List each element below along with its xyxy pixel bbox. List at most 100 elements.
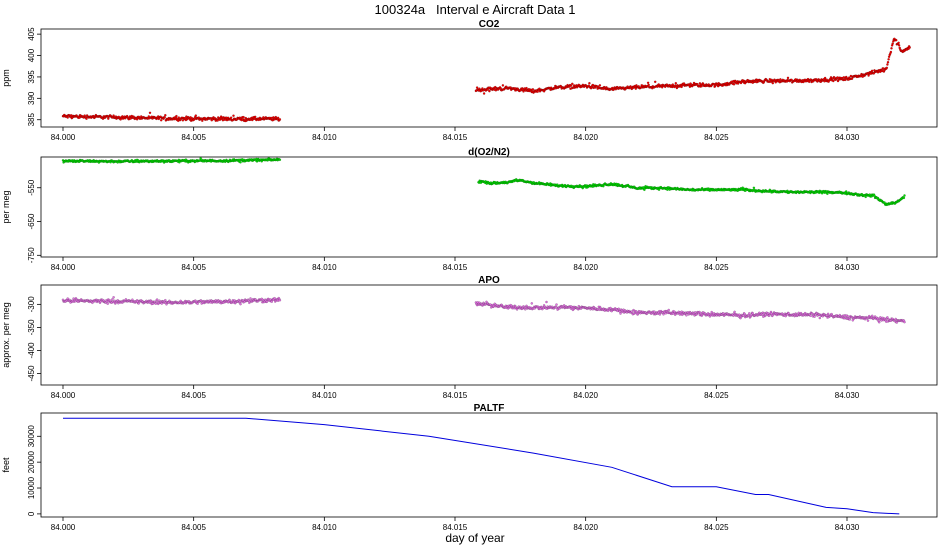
data-point (501, 84, 505, 87)
data-point (229, 116, 233, 119)
x-tick-label: 84.020 (573, 391, 598, 400)
data-point (866, 319, 870, 322)
data-point (242, 115, 245, 119)
data-point (713, 84, 717, 88)
data-point (733, 310, 736, 314)
x-tick-label: 84.020 (573, 133, 598, 142)
data-point (879, 316, 882, 319)
panel-title: d(O2/N2) (468, 147, 510, 158)
data-point (66, 116, 69, 119)
x-tick-label: 84.030 (835, 391, 860, 400)
data-point (738, 313, 741, 316)
data-point (660, 86, 664, 89)
data-point (897, 44, 901, 47)
panel-0: CO2 84.000 84.005 84.010 84.015 84.020 84.025 8… (1, 19, 938, 142)
data-point (887, 58, 890, 61)
y-tick-label: 405 (27, 27, 36, 41)
data-point (890, 47, 893, 50)
x-tick-label: 84.005 (181, 391, 206, 400)
data-point (569, 84, 573, 87)
data-point (771, 81, 775, 85)
data-point (488, 89, 491, 93)
data-point (232, 114, 235, 117)
data-point (112, 296, 115, 299)
data-point (239, 161, 242, 164)
data-point (276, 116, 280, 120)
data-point (903, 194, 906, 197)
y-axis-label: approx. per meg (1, 302, 11, 368)
data-point (137, 302, 141, 305)
x-tick-label: 84.010 (312, 391, 337, 400)
y-tick-label: -400 (27, 342, 36, 359)
data-point (903, 320, 906, 324)
data-point (78, 116, 81, 119)
data-point (886, 60, 890, 64)
series-line (63, 417, 900, 515)
data-point (870, 314, 874, 318)
panel-title: APO (478, 275, 500, 286)
data-point (249, 297, 252, 300)
data-point (160, 302, 164, 305)
data-point (536, 90, 539, 93)
y-tick-label: -450 (27, 365, 36, 382)
data-point (748, 312, 751, 315)
data-point (894, 38, 898, 42)
data-point (832, 79, 835, 83)
data-point (786, 76, 790, 80)
data-point (155, 298, 159, 301)
data-point (886, 63, 889, 66)
data-point (647, 83, 650, 87)
data-point (674, 81, 678, 85)
data-point (619, 312, 622, 315)
data-point (790, 78, 793, 82)
data-point (870, 69, 874, 73)
data-point (111, 298, 114, 301)
panel-title: CO2 (479, 19, 500, 30)
plot-frame (40, 156, 938, 258)
data-point (196, 302, 199, 305)
plot-frame (40, 412, 938, 518)
data-point (809, 314, 812, 318)
data-point (732, 314, 735, 318)
data-point (885, 66, 889, 70)
data-point (846, 315, 850, 318)
data-point (844, 190, 848, 193)
data-point (555, 303, 558, 306)
data-point (891, 42, 894, 45)
data-point (818, 316, 822, 320)
data-point (545, 300, 548, 304)
data-point (617, 307, 621, 311)
data-point (732, 83, 736, 86)
panel-title: PALTF (474, 403, 505, 414)
data-point (253, 115, 257, 119)
y-tick-label: 400 (27, 48, 36, 62)
x-tick-label: 84.030 (835, 263, 860, 272)
y-axis-label: ppm (1, 69, 11, 87)
x-tick-label: 84.030 (835, 133, 860, 142)
data-point (278, 158, 282, 162)
x-tick-label: 84.025 (704, 391, 729, 400)
y-tick-label: 385 (27, 113, 36, 127)
data-point (163, 116, 166, 119)
data-point (148, 111, 152, 115)
data-point (588, 81, 591, 85)
data-point (897, 41, 900, 45)
data-point (877, 320, 881, 324)
x-tick-label: 84.000 (51, 263, 76, 272)
data-point (908, 46, 911, 49)
data-point (164, 298, 167, 302)
y-tick-label: -650 (27, 213, 36, 230)
data-point (667, 308, 670, 312)
x-tick-label: 84.015 (443, 133, 468, 142)
panel-2: APO 84.000 84.005 84.010 84.015 84.020 84.025 8… (1, 275, 938, 400)
y-axis-label: per meg (1, 190, 11, 223)
y-tick-label: 390 (27, 91, 36, 105)
x-tick-label: 84.000 (51, 391, 76, 400)
y-tick-label: -750 (27, 247, 36, 264)
data-point (531, 88, 535, 91)
x-tick-label: 84.000 (51, 133, 76, 142)
panel-1: d(O2/N2) 84.000 84.005 84.010 84.015 84.020 84… (1, 147, 938, 272)
plot-frame (40, 284, 938, 386)
x-tick-label: 84.025 (704, 263, 729, 272)
